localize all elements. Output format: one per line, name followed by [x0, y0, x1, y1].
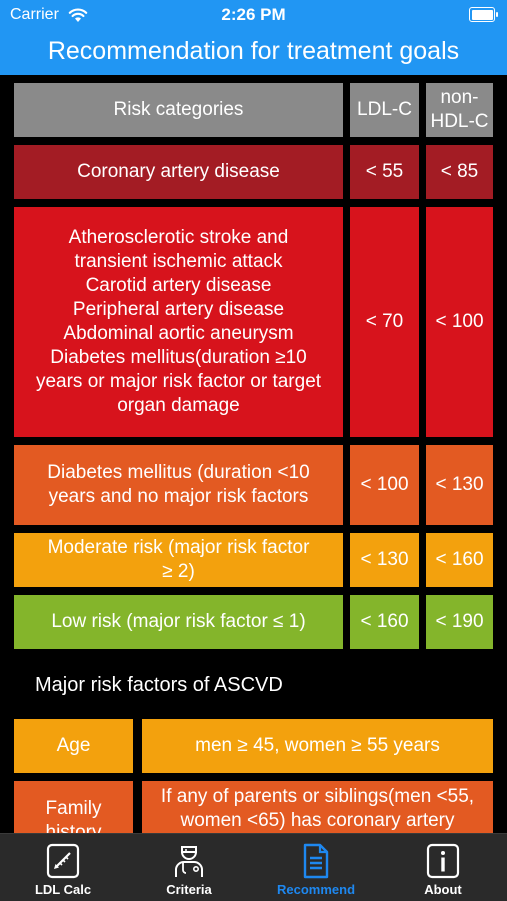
document-icon: [303, 843, 329, 879]
nonhdl-value: < 85: [440, 161, 479, 182]
ldl-value: < 55: [365, 161, 404, 182]
header-risk-label: Risk categories: [113, 99, 244, 120]
header-nonhdl-line2: HDL-C: [430, 111, 489, 132]
row-coronary-ldl: < 55: [350, 145, 419, 199]
row-moderate-ldl: < 130: [350, 533, 419, 587]
row-moderate-category: Moderate risk (major risk factor ≥ 2): [14, 533, 343, 587]
header-ldl-c: LDL-C: [350, 83, 419, 137]
ldl-value: < 100: [360, 474, 409, 495]
category-line: ≥ 2): [162, 561, 195, 582]
row-diabetes-ldl: < 100: [350, 445, 419, 525]
ldl-value: < 130: [360, 549, 409, 570]
category-line: Abdominal aortic aneurysm: [63, 323, 294, 344]
tab-about[interactable]: About: [380, 834, 506, 901]
category-line: Diabetes mellitus(duration ≥10: [50, 347, 307, 368]
scroll-content[interactable]: Risk categories LDL-C non- HDL-C Coronar…: [0, 75, 507, 833]
category-line: organ damage: [117, 395, 240, 416]
navigation-bar: Recommendation for treatment goals: [0, 30, 507, 75]
row-coronary-category: Coronary artery disease: [14, 145, 343, 199]
tab-bar: LDL Calc Criteria Recommend About: [0, 833, 507, 901]
tab-label: About: [424, 882, 462, 897]
risk-factor-label: Age: [56, 735, 91, 756]
category-line: transient ischemic attack: [74, 251, 283, 272]
tab-label: Recommend: [276, 882, 356, 897]
ldl-value: < 160: [360, 611, 409, 632]
tab-label: Criteria: [166, 882, 212, 897]
row-coronary-nonhdl: < 85: [426, 145, 493, 199]
nonhdl-value: < 100: [435, 311, 484, 332]
header-risk-categories: Risk categories: [14, 83, 343, 137]
row-atherosclerotic-category: Atherosclerotic stroke and transient isc…: [14, 207, 343, 437]
header-ldl-label: LDL-C: [357, 99, 412, 120]
row-atherosclerotic-nonhdl: < 100: [426, 207, 493, 437]
header-non-hdl-c: non- HDL-C: [426, 83, 493, 137]
row-diabetes-category: Diabetes mellitus (duration <10 years an…: [14, 445, 343, 525]
wifi-icon: [68, 8, 88, 22]
category-line: Diabetes mellitus (duration <10: [47, 462, 310, 483]
header-nonhdl-line1: non-: [440, 87, 479, 108]
tab-recommend[interactable]: Recommend: [253, 834, 379, 901]
info-icon: [426, 843, 460, 879]
category-label: Coronary artery disease: [77, 161, 280, 182]
risk-factor-value: men ≥ 45, women ≥ 55 years: [195, 735, 440, 756]
row-moderate-nonhdl: < 160: [426, 533, 493, 587]
row-low-nonhdl: < 190: [426, 595, 493, 649]
row-diabetes-nonhdl: < 130: [426, 445, 493, 525]
nonhdl-value: < 160: [435, 549, 484, 570]
category-line: Atherosclerotic stroke and: [68, 227, 289, 248]
carrier-label: Carrier: [10, 6, 59, 23]
nonhdl-value: < 190: [435, 611, 484, 632]
category-label: Low risk (major risk factor ≤ 1): [51, 611, 306, 632]
category-line: years and no major risk factors: [48, 486, 309, 507]
risk-factor-age-value: men ≥ 45, women ≥ 55 years: [142, 719, 493, 773]
nonhdl-value: < 130: [435, 474, 484, 495]
risk-factor-value: women <65) has coronary artery: [180, 810, 455, 831]
row-low-category: Low risk (major risk factor ≤ 1): [14, 595, 343, 649]
clock: 2:26 PM: [221, 5, 286, 24]
risk-factors-title: Major risk factors of ASCVD: [35, 674, 283, 696]
doctor-icon: [175, 846, 203, 877]
row-low-ldl: < 160: [350, 595, 419, 649]
ldl-value: < 70: [365, 311, 404, 332]
risk-factor-family-label: Family history: [14, 781, 133, 833]
category-line: Peripheral artery disease: [72, 299, 285, 320]
risk-factor-age-label: Age: [14, 719, 133, 773]
risk-factor-family-value: If any of parents or siblings(men <55, w…: [142, 781, 493, 833]
category-line: Moderate risk (major risk factor: [47, 537, 310, 558]
page-title: Recommendation for treatment goals: [47, 37, 460, 65]
row-atherosclerotic-ldl: < 70: [350, 207, 419, 437]
status-bar: Carrier 2:26 PM: [0, 0, 507, 30]
tab-label: LDL Calc: [34, 882, 92, 897]
calculator-icon: [46, 843, 80, 879]
tab-ldl-calc[interactable]: LDL Calc: [0, 834, 126, 901]
category-line: Carotid artery disease: [85, 275, 272, 296]
risk-factor-value: If any of parents or siblings(men <55,: [160, 786, 475, 807]
battery-icon: [469, 7, 498, 22]
category-line: years or major risk factor or target: [35, 371, 322, 392]
risk-factor-label: history: [45, 822, 102, 833]
risk-factor-label: Family: [45, 798, 102, 819]
tab-criteria[interactable]: Criteria: [126, 834, 252, 901]
